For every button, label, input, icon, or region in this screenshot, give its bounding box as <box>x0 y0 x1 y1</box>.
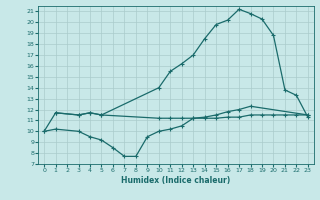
X-axis label: Humidex (Indice chaleur): Humidex (Indice chaleur) <box>121 176 231 185</box>
